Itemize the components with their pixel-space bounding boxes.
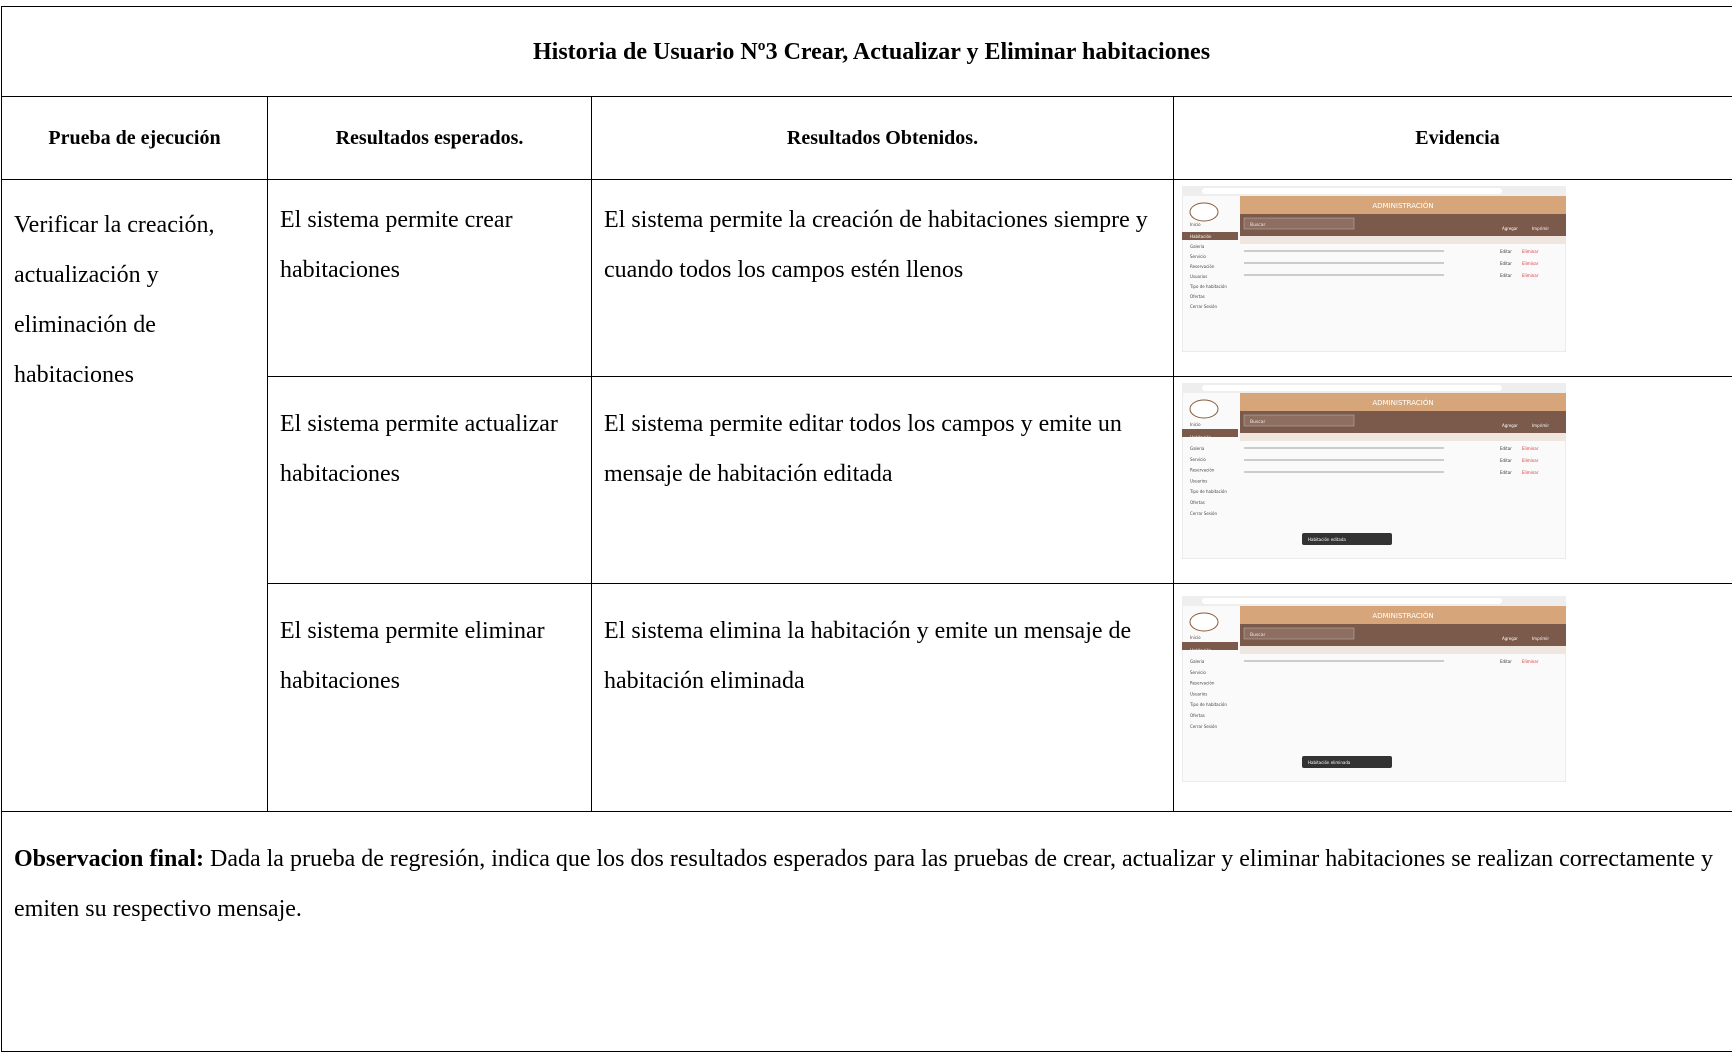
expected: El sistema permite crear habitaciones bbox=[268, 180, 592, 377]
row-line bbox=[1244, 660, 1444, 662]
action: Eliminar bbox=[1522, 261, 1539, 266]
test-cell: Verificar la creación, actualización y e… bbox=[2, 180, 268, 812]
row-line bbox=[1244, 262, 1444, 264]
search-text: Buscar bbox=[1250, 222, 1266, 228]
action: Editar bbox=[1500, 273, 1512, 278]
header-text: ADMINISTRACIÓN bbox=[1372, 398, 1433, 407]
toast-text: Habitación editada bbox=[1308, 537, 1346, 542]
row-line bbox=[1244, 459, 1444, 461]
action: Eliminar bbox=[1522, 470, 1539, 475]
table-head bbox=[1240, 646, 1566, 654]
menu-item: Cerrar Sesión bbox=[1190, 304, 1217, 309]
url-bar bbox=[1202, 385, 1502, 391]
row-line bbox=[1244, 447, 1444, 449]
menu-item: Reservación bbox=[1190, 680, 1215, 685]
observation-label: Observacion final: bbox=[14, 846, 204, 872]
column-header: Resultados esperados. bbox=[268, 97, 592, 180]
row-line bbox=[1244, 250, 1444, 252]
action: Eliminar bbox=[1522, 273, 1539, 278]
menu-item: Galeria bbox=[1190, 446, 1205, 451]
menu-item: Servicio bbox=[1190, 254, 1206, 259]
menu-item: Inicio bbox=[1190, 222, 1201, 227]
action: Eliminar bbox=[1522, 446, 1539, 451]
obtained: El sistema elimina la habitación y emite… bbox=[592, 584, 1174, 812]
action: Eliminar bbox=[1522, 458, 1539, 463]
menu-item: Habitación bbox=[1190, 435, 1212, 440]
menu-item: Habitación bbox=[1190, 234, 1212, 239]
button: Agregar bbox=[1502, 423, 1518, 428]
evidence-screenshot: ADMINISTRACIÓN Buscar Agregar Imprimir Edita… bbox=[1182, 186, 1566, 352]
row-line bbox=[1244, 471, 1444, 473]
menu-item: Tipo de habitación bbox=[1189, 284, 1227, 289]
button: Agregar bbox=[1502, 636, 1518, 641]
toast-text: Habitación eliminada bbox=[1308, 760, 1351, 765]
url-bar bbox=[1202, 188, 1502, 194]
search-text: Buscar bbox=[1250, 419, 1266, 425]
table-head bbox=[1240, 236, 1566, 244]
button: Agregar bbox=[1502, 226, 1518, 231]
expected: El sistema permite actualizar habitacion… bbox=[268, 377, 592, 584]
menu-item: Inicio bbox=[1190, 422, 1201, 427]
column-header: Prueba de ejecución bbox=[2, 97, 268, 180]
expected: El sistema permite eliminar habitaciones bbox=[268, 584, 592, 812]
action: Editar bbox=[1500, 659, 1512, 664]
menu-item: Cerrar Sesión bbox=[1190, 511, 1217, 516]
logo bbox=[1190, 400, 1218, 418]
evidence-screenshot: ADMINISTRACIÓN Buscar Agregar Imprimir Edita… bbox=[1182, 596, 1566, 782]
menu-item: Usuarios bbox=[1190, 478, 1207, 483]
logo bbox=[1190, 203, 1218, 221]
button: Imprimir bbox=[1532, 226, 1549, 231]
obtained: El sistema permite editar todos los camp… bbox=[592, 377, 1174, 584]
menu-item: Habitación bbox=[1190, 648, 1212, 653]
menu-item: Cerrar Sesión bbox=[1190, 723, 1217, 728]
column-header: Evidencia bbox=[1174, 97, 1732, 180]
menu-item: Usuarios bbox=[1190, 691, 1207, 696]
test-table: Historia de Usuario Nº3 Crear, Actualiza… bbox=[1, 6, 1732, 1052]
menu-item: Inicio bbox=[1190, 635, 1201, 640]
evidence: ADMINISTRACIÓN Buscar Agregar Imprimir Edita… bbox=[1174, 584, 1732, 812]
menu-item: Reservación bbox=[1190, 264, 1215, 269]
menu-item: Usuarios bbox=[1190, 274, 1207, 279]
logo bbox=[1190, 613, 1218, 631]
menu-item: Ofertas bbox=[1190, 712, 1205, 717]
column-header: Resultados Obtenidos. bbox=[592, 97, 1174, 180]
obtained: El sistema permite la creación de habita… bbox=[592, 180, 1174, 377]
menu-item: Galeria bbox=[1190, 244, 1205, 249]
action: Eliminar bbox=[1522, 659, 1539, 664]
search-text: Buscar bbox=[1250, 632, 1266, 638]
evidence-screenshot: ADMINISTRACIÓN Buscar Agregar Imprimir Edita… bbox=[1182, 383, 1566, 559]
observation: Observacion final: Dada la prueba de reg… bbox=[2, 812, 1732, 1052]
action: Editar bbox=[1500, 261, 1512, 266]
row-line bbox=[1244, 274, 1444, 276]
title: Historia de Usuario Nº3 Crear, Actualiza… bbox=[2, 7, 1732, 97]
action: Eliminar bbox=[1522, 249, 1539, 254]
action: Editar bbox=[1500, 249, 1512, 254]
menu-item: Reservación bbox=[1190, 468, 1215, 473]
menu-item: Ofertas bbox=[1190, 500, 1205, 505]
header-text: ADMINISTRACIÓN bbox=[1372, 201, 1433, 210]
evidence: ADMINISTRACIÓN Buscar Agregar Imprimir Edita… bbox=[1174, 180, 1732, 377]
button: Imprimir bbox=[1532, 636, 1549, 641]
action: Editar bbox=[1500, 458, 1512, 463]
action: Editar bbox=[1500, 470, 1512, 475]
evidence: ADMINISTRACIÓN Buscar Agregar Imprimir Edita… bbox=[1174, 377, 1732, 584]
action: Editar bbox=[1500, 446, 1512, 451]
menu-item: Tipo de habitación bbox=[1189, 489, 1227, 494]
observation-text: Dada la prueba de regresión, indica que … bbox=[14, 846, 1713, 922]
menu-item: Galeria bbox=[1190, 658, 1205, 663]
menu-item: Ofertas bbox=[1190, 294, 1205, 299]
button: Imprimir bbox=[1532, 423, 1549, 428]
menu-item: Servicio bbox=[1190, 457, 1206, 462]
table-head bbox=[1240, 433, 1566, 441]
menu-item: Tipo de habitación bbox=[1189, 702, 1227, 707]
header-text: ADMINISTRACIÓN bbox=[1372, 611, 1433, 620]
url-bar bbox=[1202, 598, 1502, 604]
menu-item: Servicio bbox=[1190, 669, 1206, 674]
